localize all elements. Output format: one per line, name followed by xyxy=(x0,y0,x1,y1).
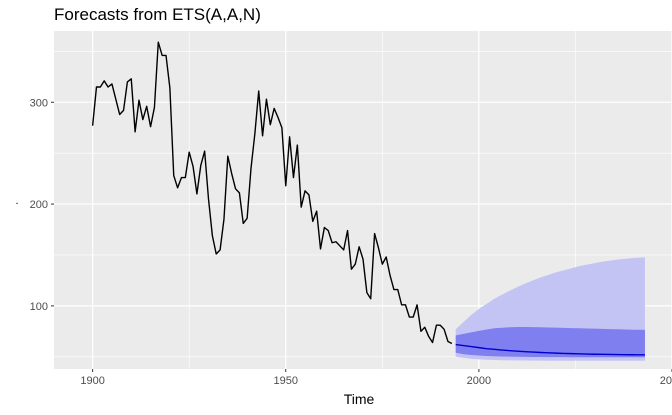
x-axis-label: Time xyxy=(344,391,375,407)
x-tick-label: 1900 xyxy=(80,375,104,387)
x-tick-label: 2000 xyxy=(467,375,491,387)
observed-series-line xyxy=(91,41,453,345)
y-tick-label: 300 xyxy=(30,97,48,109)
x-tick-label: 1950 xyxy=(274,375,298,387)
forecast-mean-line xyxy=(455,343,645,356)
y-tick-label: 200 xyxy=(30,199,48,211)
y-axis-label: . xyxy=(15,195,18,207)
series-lines xyxy=(91,41,645,356)
axes: 1900 1950 2000 2050 100 200 300 xyxy=(30,97,672,387)
x-tick-label: 2050 xyxy=(660,375,672,387)
chart-title: Forecasts from ETS(A,A,N) xyxy=(54,5,261,24)
minor-gridlines xyxy=(54,31,672,369)
y-tick-label: 100 xyxy=(30,301,48,313)
